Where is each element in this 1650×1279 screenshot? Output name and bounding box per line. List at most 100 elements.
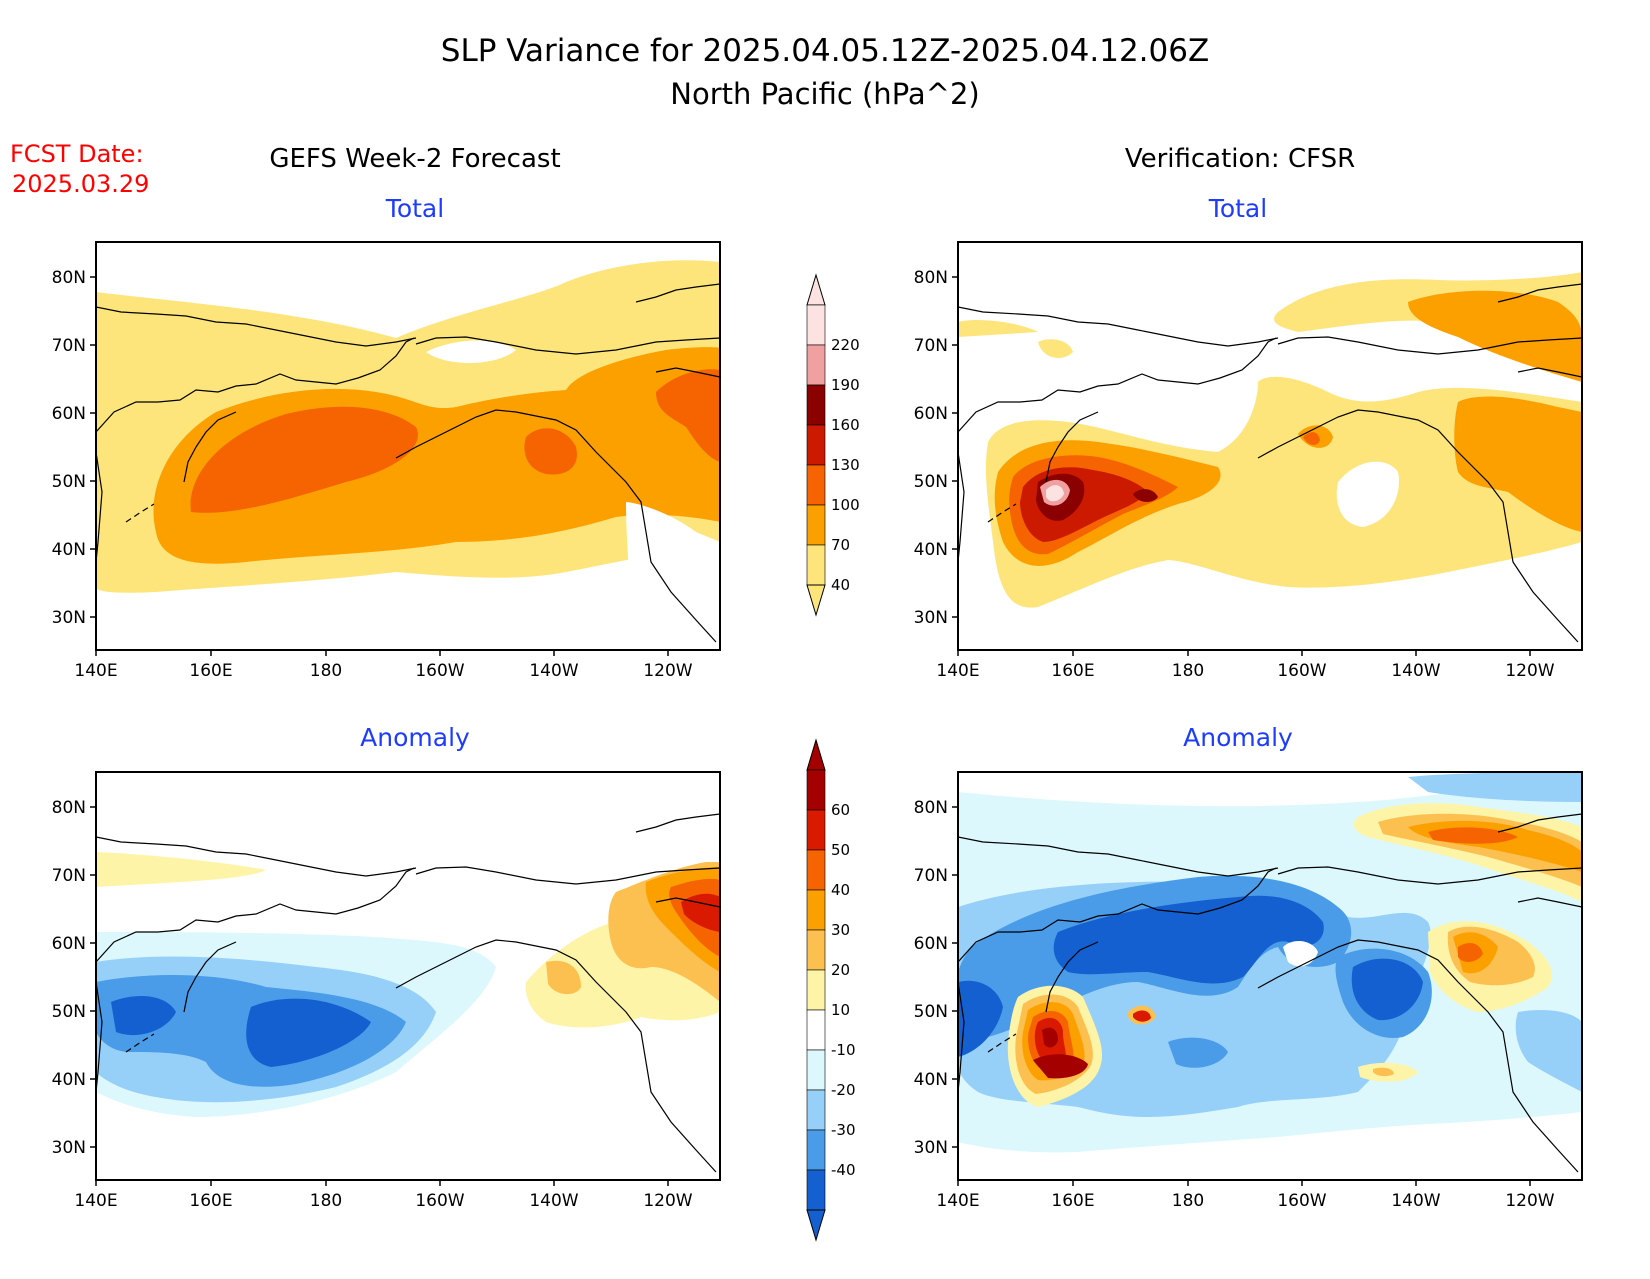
contour-40-left [958,320,1038,337]
contour-100b [1303,432,1320,445]
lon-tick-label: 160E [1051,661,1094,681]
colorbar-label: 40 [831,576,850,594]
map-panel-verif-total [958,272,1582,643]
contour-neg20-arctic [1408,772,1582,802]
colorbar-label: 10 [831,1001,850,1019]
panel-subtitle-verif-total: Total [1208,194,1267,223]
lon-tick-label: 160E [189,661,232,681]
column-title-right: Verification: CFSR [1125,144,1355,174]
lon-tick-label: 120W [643,661,692,681]
lat-tick-label: 40N [914,540,948,560]
contour-pos40-small [1133,1010,1151,1022]
contour-220 [1046,485,1064,502]
colorbar-label: 130 [831,456,860,474]
map-frame [957,771,1583,1181]
contour-neg30-low [1168,1037,1228,1068]
colorbar-arrow-bottom [806,1209,826,1242]
lat-tick-label: 80N [52,268,86,288]
colorbar-swatch [806,849,826,891]
contour-neg40b [246,998,371,1067]
lat-tick-label: 30N [914,608,948,628]
contour-pos60-main [1042,1027,1058,1048]
contour-40-mid [1038,339,1073,358]
colorbar-swatch [806,304,826,346]
colorbar-swatch [806,809,826,851]
contour-neg40-right [1351,958,1423,1021]
contour-40 [985,376,1582,608]
colorbar-swatch [806,544,826,586]
colorbar-label: 220 [831,336,860,354]
map-frame [957,241,1583,651]
colorbar-label: 40 [831,881,850,899]
contour-neg40-left [958,980,1003,1057]
lat-tick-label: 40N [52,540,86,560]
blank-arctic [426,340,516,364]
lat-tick-label: 80N [914,268,948,288]
lat-tick-label: 30N [52,608,86,628]
figure-title: SLP Variance for 2025.04.05.12Z-2025.04.… [441,33,1209,69]
colorbar-arrow-bottom [806,584,826,617]
lon-tick-label: 160E [1051,1191,1094,1211]
blank-low [1283,940,1318,967]
column-title-left: GEFS Week-2 Forecast [269,144,560,174]
colorbar-swatch [806,969,826,1011]
contour-100b [524,428,577,475]
lat-tick-label: 60N [52,934,86,954]
figure-subtitle: North Pacific (hPa^2) [670,77,979,111]
lon-tick-label: 140E [74,1191,117,1211]
contour-100c [656,369,720,462]
lon-tick-label: 140W [529,661,578,681]
lon-tick-label: 160W [1277,661,1326,681]
map-frame [95,241,721,651]
contour-neg40 [111,996,176,1036]
colorbar-label: 100 [831,496,860,514]
panel-frames [95,241,1583,1181]
colorbar-swatch [806,889,826,931]
contour-70-coast [1454,396,1582,532]
contour-pos20b [546,960,581,995]
colorbar-label: 20 [831,961,850,979]
panel-subtitle-fcst-total: Total [385,194,444,223]
lon-tick-label: 140W [529,1191,578,1211]
colorbar-label: 190 [831,376,860,394]
colorbar-label: 160 [831,416,860,434]
colorbar-swatch [806,1049,826,1091]
colorbar-swatch [806,504,826,546]
lon-tick-label: 180 [1172,661,1204,681]
lat-tick-label: 50N [52,472,86,492]
colorbar-swatch [806,929,826,971]
lon-tick-label: 120W [643,1191,692,1211]
lon-tick-label: 140E [74,661,117,681]
axis-labels: 140E 160E 180 160W 140W 120W 80N 70N 60N 50N 40N 30… [52,268,1555,1211]
colorbar-swatch [806,464,826,506]
colorbar-label: 50 [831,841,850,859]
lon-tick-label: 120W [1505,1191,1554,1211]
colorbar-swatch [806,384,826,426]
lon-tick-label: 180 [1172,1191,1204,1211]
lat-tick-label: 70N [52,336,86,356]
colorbar-label: -10 [831,1041,856,1059]
colorbar-label: 70 [831,536,850,554]
colorbar-swatch [806,769,826,811]
lat-tick-label: 40N [914,1070,948,1090]
contour-neg20-right [1515,1010,1582,1092]
colorbar-anomaly: 60 50 40 30 20 10 -10 -20 -30 -40 [806,738,856,1242]
lon-tick-label: 160W [1277,1191,1326,1211]
fcst-date-label: FCST Date: [10,140,144,168]
lon-tick-label: 140E [936,1191,979,1211]
lon-tick-label: 160W [415,661,464,681]
map-panel-fcst-total [96,260,720,650]
contour-70-arctic [1408,290,1582,382]
contour-pos40-coast [1458,942,1483,962]
colorbar-swatch [806,1089,826,1131]
lat-tick-label: 60N [914,934,948,954]
panel-subtitle-fcst-anomaly: Anomaly [360,723,470,752]
lon-tick-label: 140W [1391,1191,1440,1211]
contour-100 [190,406,418,513]
lon-tick-label: 120W [1505,661,1554,681]
contour-pos10-arctic [96,852,266,887]
colorbar-swatch [806,1169,826,1211]
lat-tick-label: 50N [914,1002,948,1022]
colorbar-swatch [806,424,826,466]
